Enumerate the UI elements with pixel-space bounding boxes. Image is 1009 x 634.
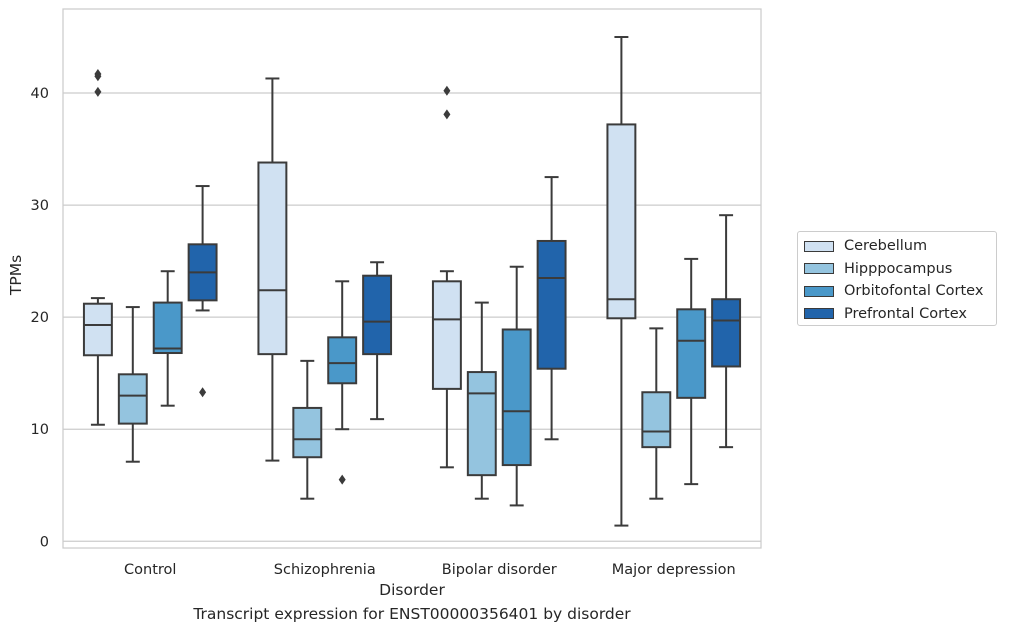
box-prefrontal-cortex-0 <box>187 185 218 398</box>
legend-swatch <box>804 240 834 252</box>
box-iqr <box>536 239 567 370</box>
y-axis-label: TPMs <box>7 255 25 296</box>
legend-swatch <box>804 308 834 319</box>
outlier-point <box>443 109 451 120</box>
box-cerebellum-2 <box>431 85 462 469</box>
x-axis-label: Disorder <box>379 581 445 599</box>
box-orbitofontal-cortex-3 <box>676 257 707 486</box>
box-iqr <box>117 373 148 425</box>
x-tick-label: Major depression <box>612 562 736 578</box>
box-iqr <box>501 328 532 467</box>
legend-label: Orbitofontal Cortex <box>844 283 984 299</box>
box-prefrontal-cortex-1 <box>362 261 393 421</box>
legend-item: Prefrontal Cortex <box>804 304 967 324</box>
box-prefrontal-cortex-3 <box>711 214 742 449</box>
y-tick-label: 20 <box>31 310 49 326</box>
x-tick-label: Control <box>124 562 176 578</box>
box-iqr <box>362 274 393 356</box>
box-iqr <box>327 336 358 385</box>
x-tick-label: Bipolar disorder <box>442 562 557 578</box>
outlier-point <box>94 86 102 97</box>
outlier-point <box>94 68 102 79</box>
legend-item: Hipppocampus <box>804 259 952 279</box>
box-iqr <box>152 301 183 355</box>
ticks-layer: 0 10 20 30 40 Control Schizophrenia Bipolar dis… <box>31 86 736 578</box>
box-hipppocampus-1 <box>292 359 323 500</box>
box-hipppocampus-3 <box>641 327 672 500</box>
legend-label: Cerebellum <box>844 238 928 254</box>
plot-frame <box>62 8 762 549</box>
box-iqr <box>641 391 672 449</box>
box-cerebellum-1 <box>257 77 288 462</box>
chart-caption: Transcript expression for ENST0000035640… <box>193 605 631 623</box>
box-iqr <box>431 280 462 390</box>
box-iqr <box>466 371 497 477</box>
box-iqr <box>82 302 113 357</box>
y-tick-label: 40 <box>31 86 49 102</box>
box-iqr <box>711 298 742 368</box>
x-tick-label: Schizophrenia <box>274 562 376 578</box>
legend-item: Cerebellum <box>804 236 927 256</box>
box-orbitofontal-cortex-1 <box>327 280 358 485</box>
box-cerebellum-0 <box>82 68 113 426</box>
box-iqr <box>676 308 707 399</box>
boxes-layer <box>82 36 742 527</box>
box-hipppocampus-0 <box>117 306 148 463</box>
box-iqr <box>606 123 637 320</box>
legend-label: Hipppocampus <box>844 260 953 277</box>
y-tick-label: 30 <box>31 198 49 214</box>
legend-swatch <box>804 285 834 297</box>
outlier-point <box>199 387 207 398</box>
y-tick-label: 10 <box>31 422 49 438</box>
box-prefrontal-cortex-2 <box>536 176 567 441</box>
legend: Cerebellum Hipppocampus Orbitofontal Corte… <box>797 231 997 326</box>
y-tick-label: 0 <box>40 534 49 550</box>
legend-label: Prefrontal Cortex <box>844 305 967 322</box>
legend-item: Orbitofontal Cortex <box>804 281 983 301</box>
box-cerebellum-3 <box>606 36 637 527</box>
box-iqr <box>257 161 288 356</box>
box-iqr <box>292 406 323 459</box>
box-hipppocampus-2 <box>466 301 497 500</box>
outlier-point <box>338 474 346 485</box>
box-orbitofontal-cortex-2 <box>501 265 532 507</box>
outlier-point <box>443 85 451 96</box>
legend-swatch <box>804 263 834 274</box>
box-orbitofontal-cortex-0 <box>152 270 183 407</box>
